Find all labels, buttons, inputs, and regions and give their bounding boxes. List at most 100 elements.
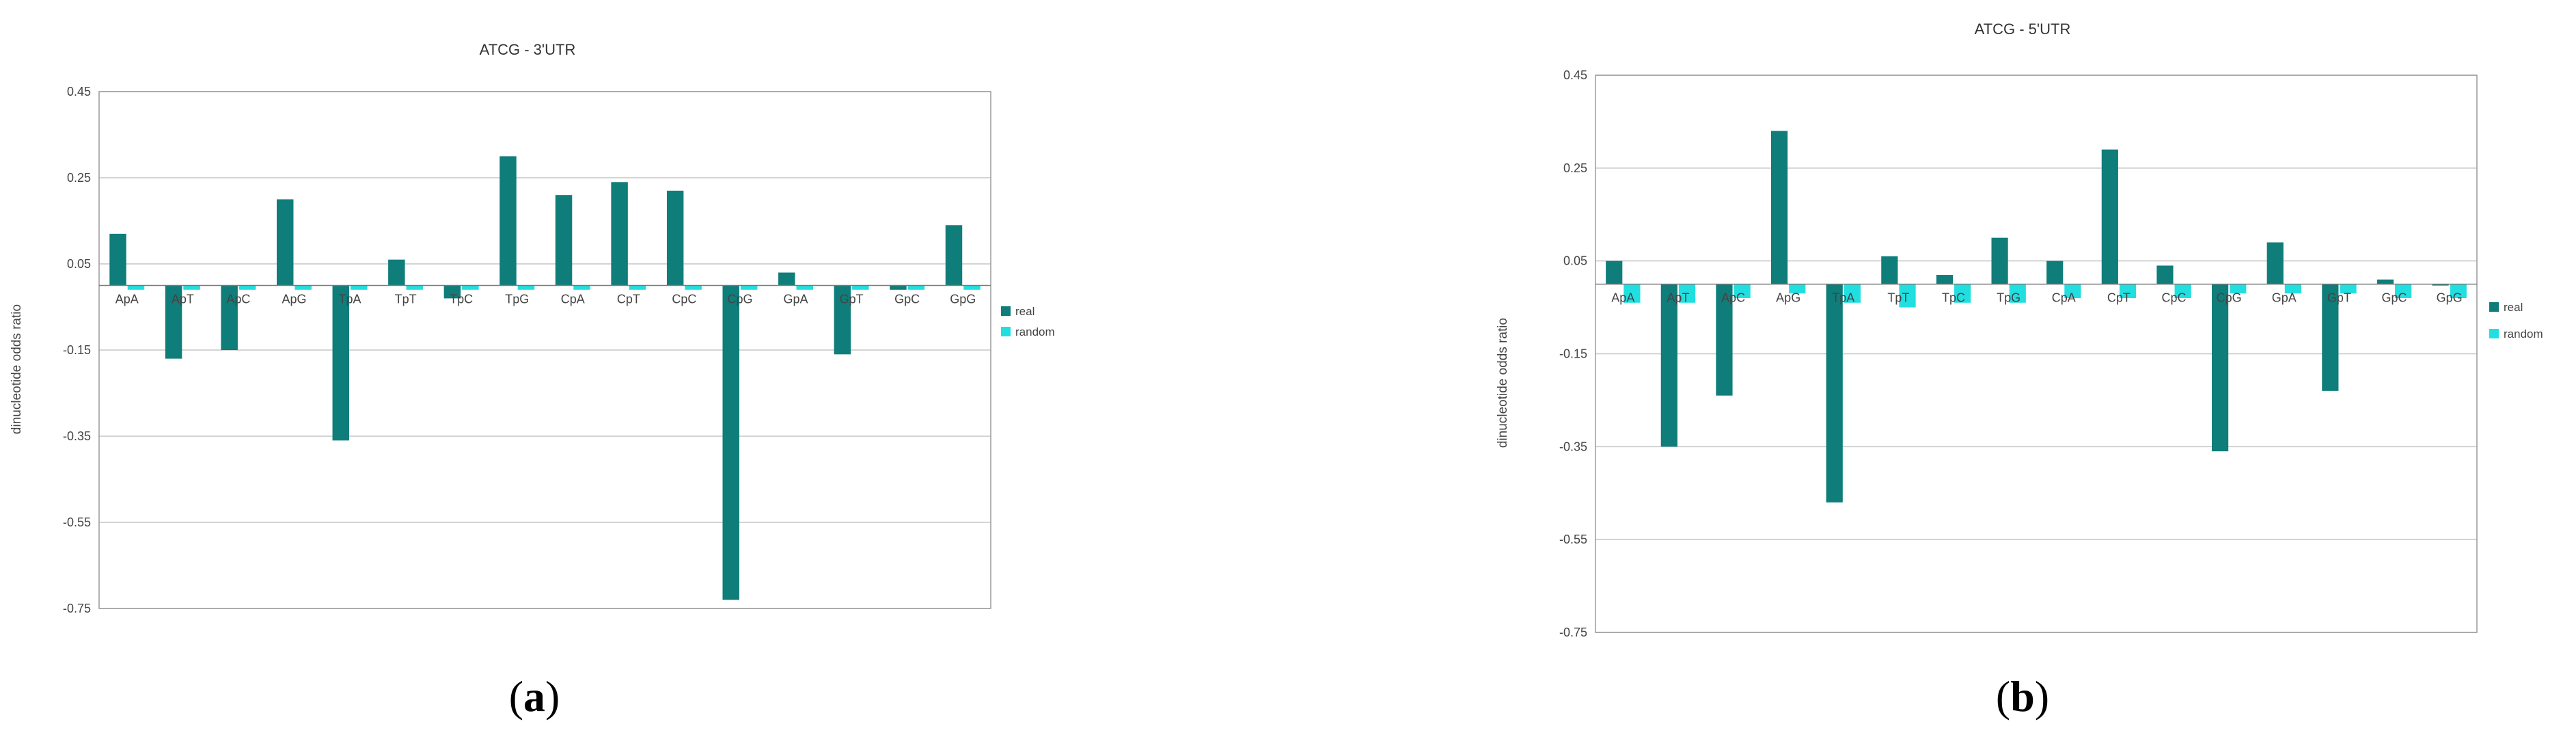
bar-random-TpA [351, 285, 368, 290]
y-tick-label: -0.55 [1559, 533, 1587, 546]
bar-random-CpT [629, 285, 646, 290]
bar-random-ApC [1734, 284, 1751, 298]
bar-random-ApT [183, 285, 200, 290]
bar-random-GpA [2284, 284, 2301, 294]
bar-random-CpT [2119, 284, 2137, 298]
bar-real-GpT [834, 285, 851, 355]
bar-real-CpT [2101, 149, 2118, 284]
x-tick-label: TpA [339, 293, 361, 306]
x-tick-label: CpG [2217, 291, 2242, 305]
bar-random-CpG [2230, 284, 2247, 294]
y-axis-label: dinucleotide odds ratio [10, 304, 24, 434]
bar-real-GpC [2376, 279, 2394, 284]
y-tick-label: 0.05 [67, 257, 91, 271]
bar-random-ApT [1678, 284, 1696, 303]
legend: real random [1001, 305, 1055, 338]
bar-random-GpG [2450, 284, 2467, 298]
bar-random-CpC [2174, 284, 2191, 298]
chart-title: ATCG - 5'UTR [1975, 21, 2071, 38]
legend-swatch-real [2489, 302, 2499, 312]
legend-label-real: real [1015, 305, 1034, 318]
bar-random-TpG [517, 285, 535, 290]
bar-real-CpC [2156, 265, 2174, 284]
bar-random-TpC [462, 285, 479, 290]
caption-open: ( [1996, 672, 2010, 721]
bar-real-GpG [945, 225, 963, 286]
bar-random-TpC [1954, 284, 1971, 303]
bar-random-ApG [1789, 284, 1806, 294]
x-tick-label: GpA [784, 293, 808, 306]
y-tick-label: 0.45 [67, 85, 91, 98]
plot-frame [1595, 75, 2478, 633]
caption-b: (b) [1996, 672, 2049, 721]
bar-real-CpG [2212, 284, 2229, 452]
bar-real-TpA [1826, 284, 1843, 503]
y-tick-label: -0.55 [63, 515, 91, 529]
legend-label-real: real [2504, 301, 2523, 314]
chart-title: ATCG - 3'UTR [480, 41, 576, 58]
bar-random-GpC [907, 285, 925, 290]
bar-real-CpG [722, 285, 739, 600]
x-tick-label: ApT [172, 293, 194, 306]
bar-real-CpA [555, 195, 573, 286]
x-tick-label: GpC [2382, 291, 2407, 305]
bar-random-GpG [963, 285, 981, 290]
x-tick-label: TpT [1887, 291, 1909, 305]
caption-close: ) [2035, 672, 2049, 721]
x-tick-label: ApG [1776, 291, 1800, 305]
y-tick-label: -0.35 [1559, 440, 1587, 453]
y-tick-label: -0.75 [1559, 626, 1587, 639]
bar-random-GpC [2395, 284, 2412, 298]
bar-random-CpA [2064, 284, 2081, 298]
x-tick-label: ApG [282, 293, 306, 306]
bar-random-TpA [1844, 284, 1861, 303]
bar-real-TpA [332, 285, 350, 441]
x-tick-label: CpT [617, 293, 640, 306]
bar-real-ApC [221, 285, 238, 350]
bar-real-ApG [277, 199, 294, 286]
bar-random-ApA [1623, 284, 1641, 303]
bar-random-ApC [238, 285, 256, 290]
caption-letter: b [2010, 672, 2035, 721]
bar-real-TpG [1991, 237, 2008, 284]
y-tick-label: -0.15 [63, 343, 91, 357]
bar-real-CpA [2046, 260, 2064, 284]
plot-frame [98, 91, 991, 609]
bar-real-TpC [443, 285, 461, 299]
x-tick-label: TpA [1832, 291, 1854, 305]
bar-real-TpT [1881, 256, 1898, 284]
y-tick-label: 0.05 [1563, 254, 1587, 268]
bar-random-GpA [796, 285, 813, 290]
bar-real-TpC [1936, 275, 1954, 284]
bar-random-ApG [294, 285, 312, 290]
bar-real-GpA [778, 272, 795, 286]
x-tick-label: TpT [395, 293, 417, 306]
x-tick-label: CpA [2052, 291, 2076, 305]
bar-real-ApT [165, 285, 182, 359]
y-tick-label: -0.35 [63, 429, 91, 443]
legend-swatch-real [1001, 306, 1011, 316]
y-axis-label: dinucleotide odds ratio [1496, 318, 1510, 448]
x-tick-label: GpG [2437, 291, 2463, 305]
x-tick-label: GpC [894, 293, 920, 306]
x-tick-label: ApA [115, 293, 139, 306]
bar-random-CpC [685, 285, 702, 290]
bar-real-GpG [2432, 284, 2449, 286]
x-tick-label: GpT [840, 293, 864, 306]
bar-random-ApA [127, 285, 145, 290]
bar-random-CpA [573, 285, 590, 290]
bar-real-TpT [388, 259, 405, 286]
chart-panel-a: ATCG - 3'UTR dinucleotide odds ratio 0.4… [10, 41, 1055, 721]
legend: real random [2489, 301, 2543, 340]
caption-open: ( [509, 672, 523, 721]
x-tick-label: ApA [1611, 291, 1634, 305]
x-tick-label: TpG [1997, 291, 2020, 305]
x-tick-label: ApC [226, 293, 250, 306]
bar-real-ApC [1716, 284, 1733, 396]
bar-real-ApG [1771, 131, 1788, 284]
chart-panel-b: ATCG - 5'UTR dinucleotide odds ratio 0.4… [1496, 21, 2543, 721]
bar-real-ApA [1606, 260, 1623, 284]
legend-label-random: random [1015, 325, 1055, 338]
bar-real-CpC [666, 190, 684, 286]
